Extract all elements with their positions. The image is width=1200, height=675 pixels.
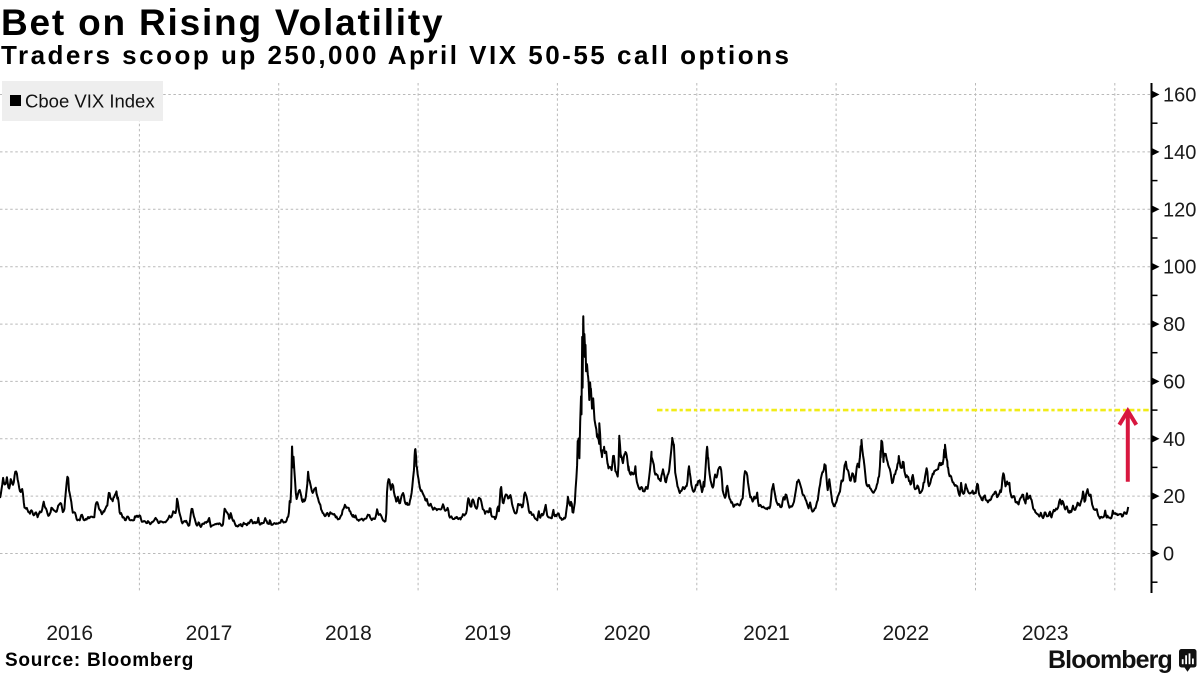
svg-text:Cboe VIX Index: Cboe VIX Index: [25, 91, 155, 112]
svg-text:40: 40: [1163, 429, 1185, 451]
svg-text:60: 60: [1163, 371, 1185, 393]
svg-text:2016: 2016: [46, 622, 93, 645]
svg-text:2020: 2020: [604, 622, 651, 645]
svg-text:2022: 2022: [882, 622, 929, 645]
svg-text:140: 140: [1163, 142, 1196, 164]
svg-text:100: 100: [1163, 257, 1196, 279]
svg-text:2019: 2019: [464, 622, 511, 645]
svg-text:160: 160: [1163, 85, 1196, 107]
svg-text:2018: 2018: [325, 622, 372, 645]
svg-text:0: 0: [1163, 544, 1174, 566]
svg-text:2023: 2023: [1022, 622, 1069, 645]
svg-text:2021: 2021: [743, 622, 790, 645]
svg-text:20: 20: [1163, 486, 1185, 508]
svg-text:80: 80: [1163, 314, 1185, 336]
svg-text:2017: 2017: [186, 622, 233, 645]
svg-text:120: 120: [1163, 199, 1196, 221]
